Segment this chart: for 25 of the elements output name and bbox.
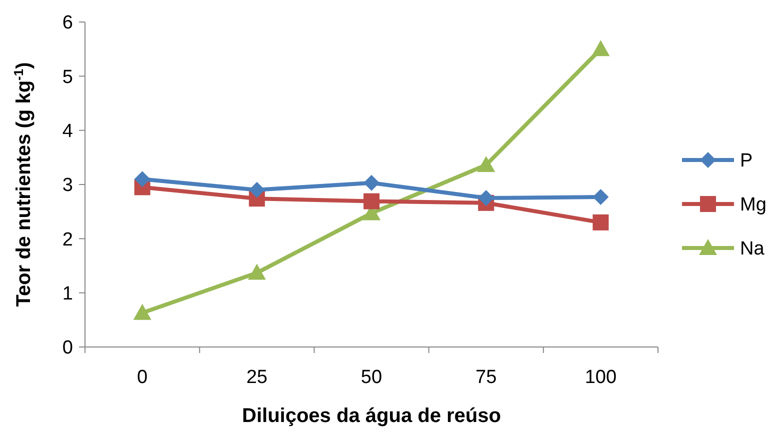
y-tick-label: 6 xyxy=(62,12,73,34)
point xyxy=(592,214,609,230)
y-tick-label: 2 xyxy=(62,229,73,250)
x-tick-label: 100 xyxy=(584,367,617,388)
y-tick-label: 0 xyxy=(62,338,73,359)
point xyxy=(248,264,266,280)
y-tick-label: 3 xyxy=(62,175,73,196)
x-axis-title: Diluiçoes da água de reúso xyxy=(242,405,501,427)
y-tick-label: 1 xyxy=(62,283,73,304)
point xyxy=(248,182,265,198)
x-tick-label: 25 xyxy=(246,367,268,388)
x-tick-label: 75 xyxy=(476,367,497,388)
point xyxy=(133,304,152,320)
y-tick-label: 5 xyxy=(62,66,73,88)
point xyxy=(592,188,609,205)
legend-label: P xyxy=(740,150,753,172)
point xyxy=(364,174,380,191)
point xyxy=(477,156,496,172)
x-tick-label: 0 xyxy=(137,367,148,388)
point xyxy=(134,171,150,188)
y-tick-label: 4 xyxy=(62,120,74,142)
point xyxy=(364,193,380,210)
legend-label: Na xyxy=(740,238,765,260)
legend-label: Mg xyxy=(740,194,766,216)
x-tick-label: 50 xyxy=(360,367,382,388)
